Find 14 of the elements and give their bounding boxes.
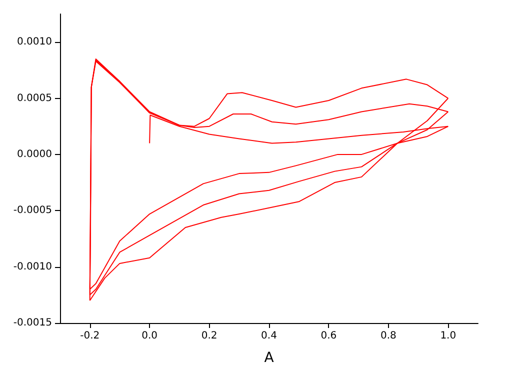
x-tick-label: 0.6 xyxy=(320,330,337,342)
y-tick-label: -0.0005 xyxy=(13,205,52,216)
y-tick-label: 0.0010 xyxy=(17,36,52,48)
x-tick-label: 0.0 xyxy=(142,330,158,342)
x-tick-label: 0.8 xyxy=(380,330,396,342)
y-tick-label: 0.0005 xyxy=(17,92,52,104)
x-tick-label: 0.2 xyxy=(201,330,218,342)
x-tick-label: 0.4 xyxy=(261,330,277,342)
x-tick-label: -0.2 xyxy=(80,330,100,342)
y-tick-label: -0.0015 xyxy=(13,318,52,328)
y-tick-label: 0.0000 xyxy=(17,148,52,160)
y-tick-label: -0.0010 xyxy=(13,261,52,272)
x-tick-label: 1.0 xyxy=(440,330,456,342)
x-axis-title: A xyxy=(264,350,274,366)
